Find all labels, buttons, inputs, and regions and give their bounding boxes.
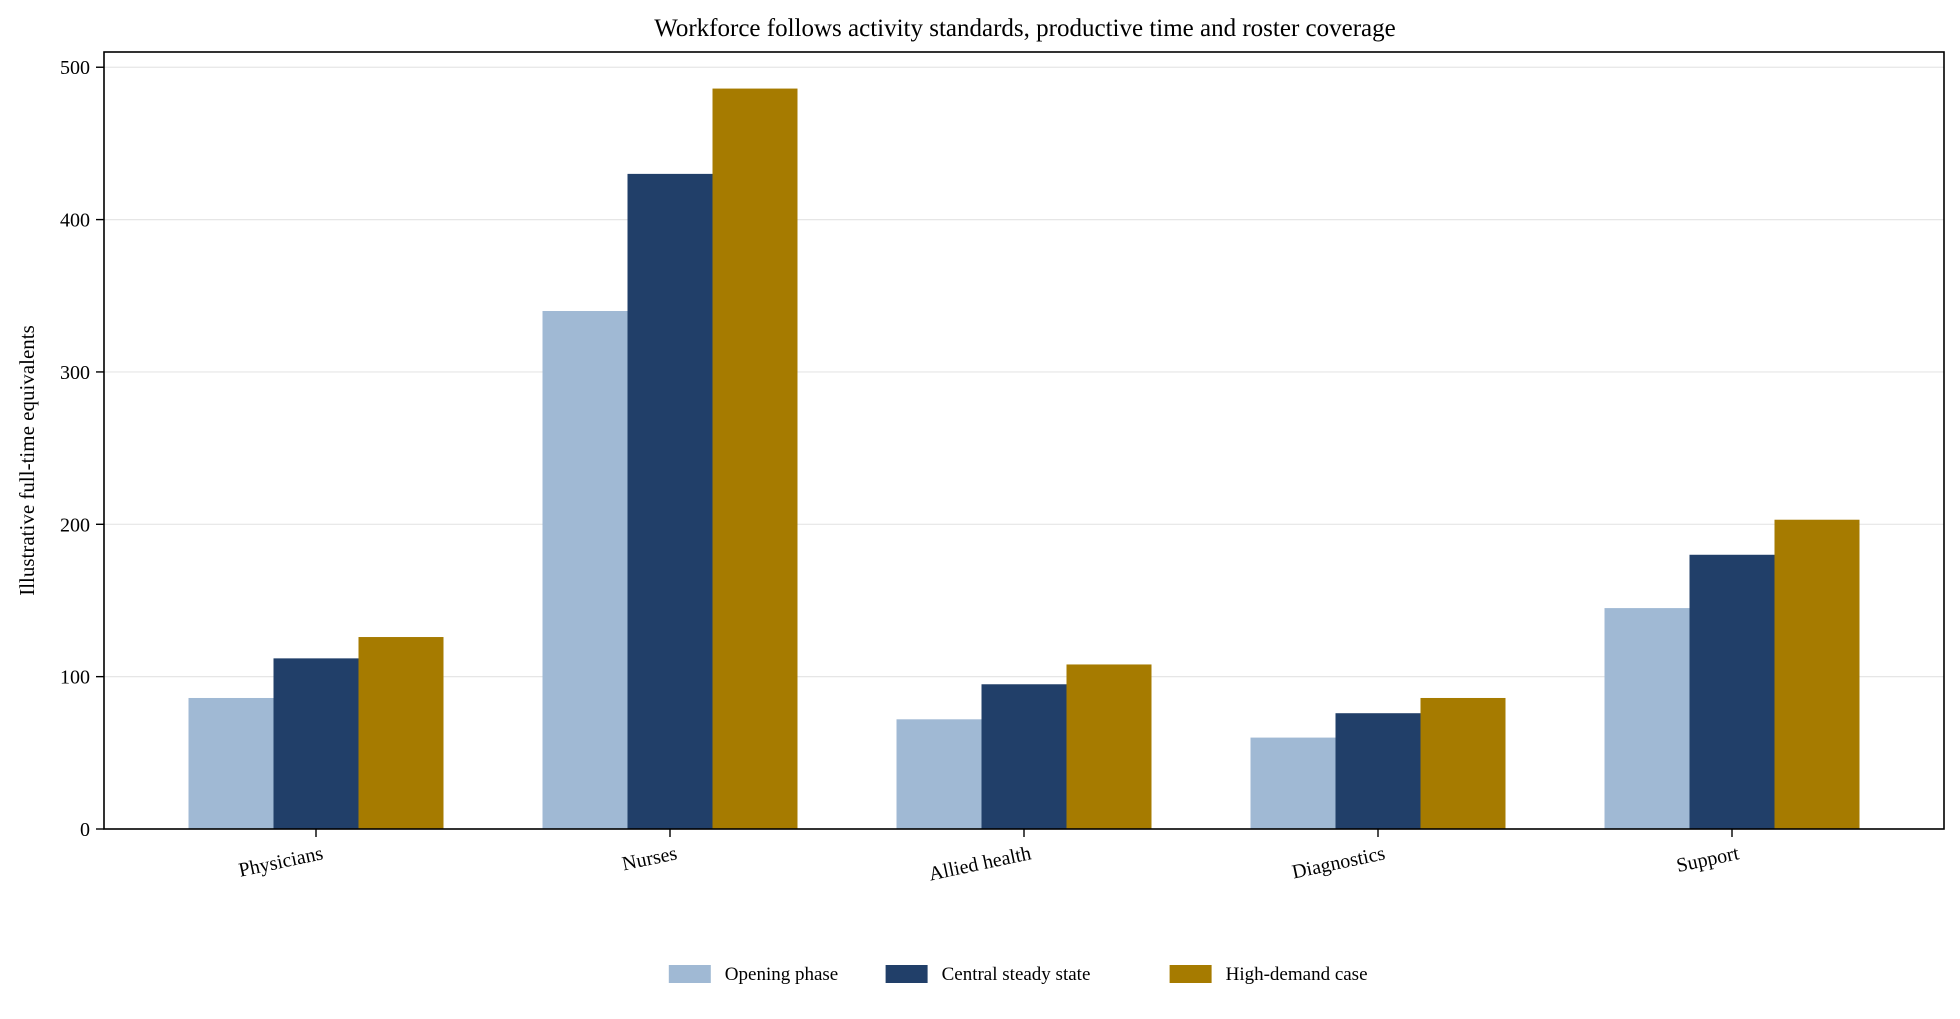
bar-support-2 xyxy=(1689,554,1775,829)
y-tick-label: 0 xyxy=(80,819,90,841)
x-tick-label: Diagnostics xyxy=(1290,842,1387,883)
legend-label: Opening phase xyxy=(725,964,838,985)
x-tick-label: Physicians xyxy=(237,842,325,881)
gridlines xyxy=(104,66,1944,678)
y-tick-label: 400 xyxy=(60,210,90,232)
legend-swatch xyxy=(885,965,928,983)
bar-physicians-1 xyxy=(188,697,274,829)
bar-support-3 xyxy=(1774,519,1860,829)
bar-allied-health-1 xyxy=(896,719,982,829)
y-axis: 0 100 200 300 400 500 xyxy=(60,57,104,841)
y-tick-label: 200 xyxy=(60,514,90,536)
bar-physicians-3 xyxy=(358,637,444,829)
bar-diagnostics-2 xyxy=(1335,713,1421,829)
legend-label: Central steady state xyxy=(942,964,1091,985)
y-tick-label: 300 xyxy=(60,362,90,384)
bar-diagnostics-1 xyxy=(1250,737,1336,829)
legend-label: High-demand case xyxy=(1226,964,1368,985)
legend-swatch xyxy=(668,965,711,983)
chart-title: Workforce follows activity standards, pr… xyxy=(654,15,1395,42)
x-tick-label: Nurses xyxy=(620,842,679,875)
bar-nurses-1 xyxy=(542,311,628,829)
legend-swatch xyxy=(1169,965,1212,983)
bar-allied-health-2 xyxy=(981,684,1067,829)
bar-allied-health-3 xyxy=(1066,664,1152,829)
y-axis-label: Illustrative full-time equivalents xyxy=(15,325,39,596)
bar-physicians-2 xyxy=(273,658,359,829)
bar-diagnostics-3 xyxy=(1420,697,1506,829)
legend: Opening phase Central steady state High-de… xyxy=(668,964,1368,985)
y-tick-label: 100 xyxy=(60,667,90,689)
y-tick-label: 500 xyxy=(60,57,90,79)
x-axis: Physicians Nurses Allied health Diagnostics… xyxy=(237,829,1742,885)
x-tick-label: Allied health xyxy=(927,842,1033,885)
bar-support-1 xyxy=(1604,608,1690,829)
bar-nurses-3 xyxy=(712,88,798,830)
bar-nurses-2 xyxy=(627,173,713,830)
x-tick-label: Support xyxy=(1675,842,1742,877)
bars xyxy=(188,88,1860,830)
